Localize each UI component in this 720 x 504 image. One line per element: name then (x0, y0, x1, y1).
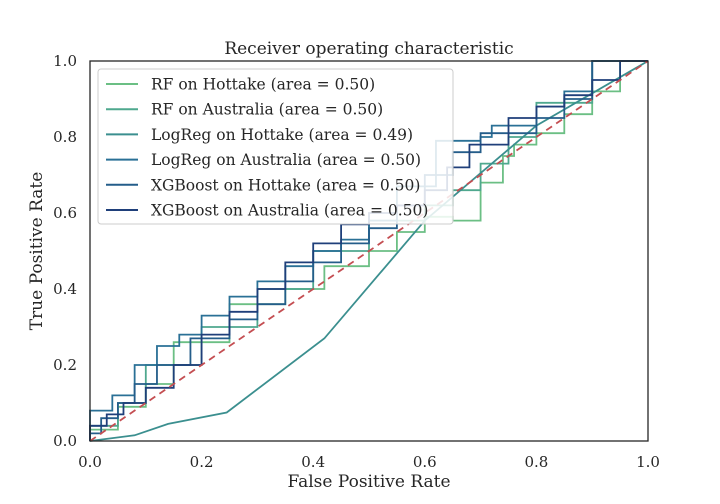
legend-label: LogReg on Hottake (area = 0.49) (151, 126, 413, 144)
legend-label: XGBoost on Hottake (area = 0.50) (151, 176, 420, 194)
y-tick-label: 1.0 (53, 52, 77, 70)
x-tick-label: 0.2 (190, 453, 214, 471)
legend-box (97, 68, 454, 225)
x-tick-label: 0.8 (524, 453, 548, 471)
x-tick-label: 0.0 (78, 453, 102, 471)
x-axis-label: False Positive Rate (287, 472, 450, 492)
y-tick-label: 0.4 (53, 280, 77, 298)
y-tick-label: 0.0 (53, 432, 77, 450)
x-tick-labels: 0.0 0.2 0.4 0.6 0.8 1.0 (78, 453, 660, 471)
legend-label: LogReg on Australia (area = 0.50) (151, 151, 421, 169)
y-axis-label: True Positive Rate (27, 172, 47, 331)
legend-label: RF on Australia (area = 0.50) (151, 101, 383, 119)
x-tick-label: 0.4 (301, 453, 325, 471)
legend: RF on Hottake (area = 0.50) RF on Austral… (97, 68, 454, 225)
y-tick-label: 0.6 (53, 204, 77, 222)
y-tick-label: 0.8 (53, 128, 77, 146)
chance-reference-line (89, 60, 649, 442)
x-tick-label: 1.0 (636, 453, 660, 471)
chart-title: Receiver operating characteristic (224, 39, 513, 59)
x-tick-label: 0.6 (413, 453, 437, 471)
roc-series-line-2 (89, 60, 649, 442)
y-tick-labels: 0.0 0.2 0.4 0.6 0.8 1.0 (53, 52, 77, 450)
legend-label: RF on Hottake (area = 0.50) (151, 76, 375, 94)
y-tick-label: 0.2 (53, 356, 77, 374)
legend-label: XGBoost on Australia (area = 0.50) (151, 202, 428, 220)
axes-frame (89, 60, 649, 442)
